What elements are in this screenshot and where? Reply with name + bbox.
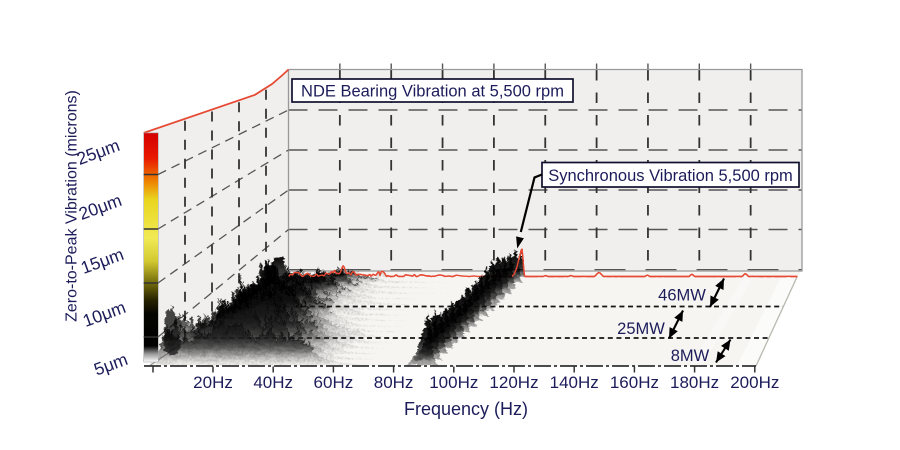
svg-text:160Hz: 160Hz: [610, 373, 659, 392]
svg-text:180Hz: 180Hz: [670, 373, 719, 392]
svg-text:20Hz: 20Hz: [193, 373, 233, 392]
svg-text:25MW: 25MW: [617, 320, 665, 338]
svg-text:40Hz: 40Hz: [253, 373, 293, 392]
svg-text:140Hz: 140Hz: [550, 373, 599, 392]
svg-text:Zero-to-Peak Vibration (micron: Zero-to-Peak Vibration (microns): [64, 90, 81, 322]
svg-text:Synchronous Vibration 5,500 rp: Synchronous Vibration 5,500 rpm: [548, 167, 793, 185]
svg-text:100Hz: 100Hz: [429, 373, 478, 392]
svg-text:80Hz: 80Hz: [374, 373, 414, 392]
svg-text:NDE Bearing Vibration at 5,500: NDE Bearing Vibration at 5,500 rpm: [301, 83, 564, 101]
svg-text:120Hz: 120Hz: [489, 373, 538, 392]
svg-text:Frequency (Hz): Frequency (Hz): [404, 399, 528, 419]
svg-text:60Hz: 60Hz: [314, 373, 354, 392]
svg-text:200Hz: 200Hz: [730, 373, 779, 392]
svg-text:46MW: 46MW: [658, 287, 706, 305]
svg-text:8MW: 8MW: [671, 347, 710, 365]
